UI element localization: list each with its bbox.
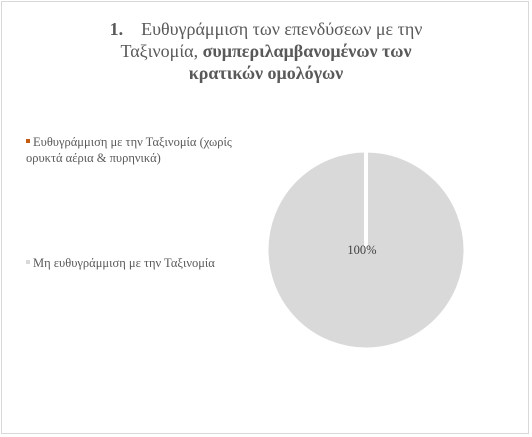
legend-label-not-aligned: Μη ευθυγράμμιση με την Ταξινομία <box>33 256 215 270</box>
chart-title-line-3: κρατικών ομολόγων <box>188 63 344 83</box>
chart-title-line-2-bold: συμπεριλαμβανομένων των <box>202 41 412 61</box>
legend-entry-not-aligned: Μη ευθυγράμμιση με την Ταξινομία <box>26 255 266 271</box>
legend-marker-aligned <box>26 139 30 143</box>
chart-title-line-2: Ταξινομία, συμπεριλαμβανομένων των <box>0 40 532 62</box>
legend-label-aligned: Ευθυγράμμιση με την Ταξινομία (χωρίς ορυ… <box>26 135 232 165</box>
chart-title-number: 1. <box>109 19 124 39</box>
data-label-not-aligned: 100% <box>347 243 376 257</box>
chart-title-line-1-text: Ευθυγράμμιση των επενδύσεων με την <box>141 19 423 39</box>
chart-title: 1. Ευθυγράμμιση των επενδύσεων με την Ταξ… <box>0 18 532 84</box>
chart-title-line-1: 1. Ευθυγράμμιση των επενδύσεων με την <box>0 18 532 40</box>
legend-entry-aligned: Ευθυγράμμιση με την Ταξινομία (χωρίς ορυ… <box>26 134 266 166</box>
legend-marker-not-aligned <box>26 260 30 264</box>
chart-title-line-2-normal: Ταξινομία, <box>120 41 203 61</box>
